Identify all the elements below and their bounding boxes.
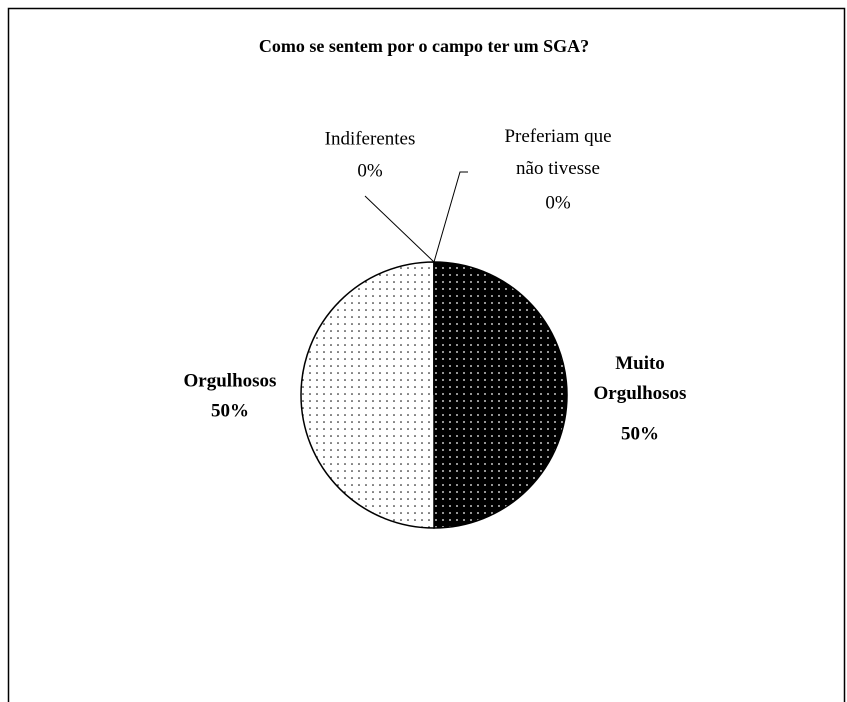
value-label: 50% xyxy=(211,400,249,421)
chart-title: Como se sentem por o campo ter um SGA? xyxy=(259,36,589,56)
value-label: 0% xyxy=(545,192,571,213)
leader-line xyxy=(364,195,435,263)
leader-line xyxy=(433,171,468,263)
pie-slice xyxy=(300,261,435,529)
value-label: 0% xyxy=(357,160,383,181)
slice-label: Orgulhosos xyxy=(184,370,277,391)
slice-label: Indiferentes xyxy=(325,128,416,149)
frame xyxy=(7,7,846,702)
slice-label: Muito Orgulhosos xyxy=(594,353,687,404)
slice-label: Preferiam que não tivesse xyxy=(504,126,611,179)
pie-slice xyxy=(433,261,568,529)
value-label: 50% xyxy=(621,423,659,444)
